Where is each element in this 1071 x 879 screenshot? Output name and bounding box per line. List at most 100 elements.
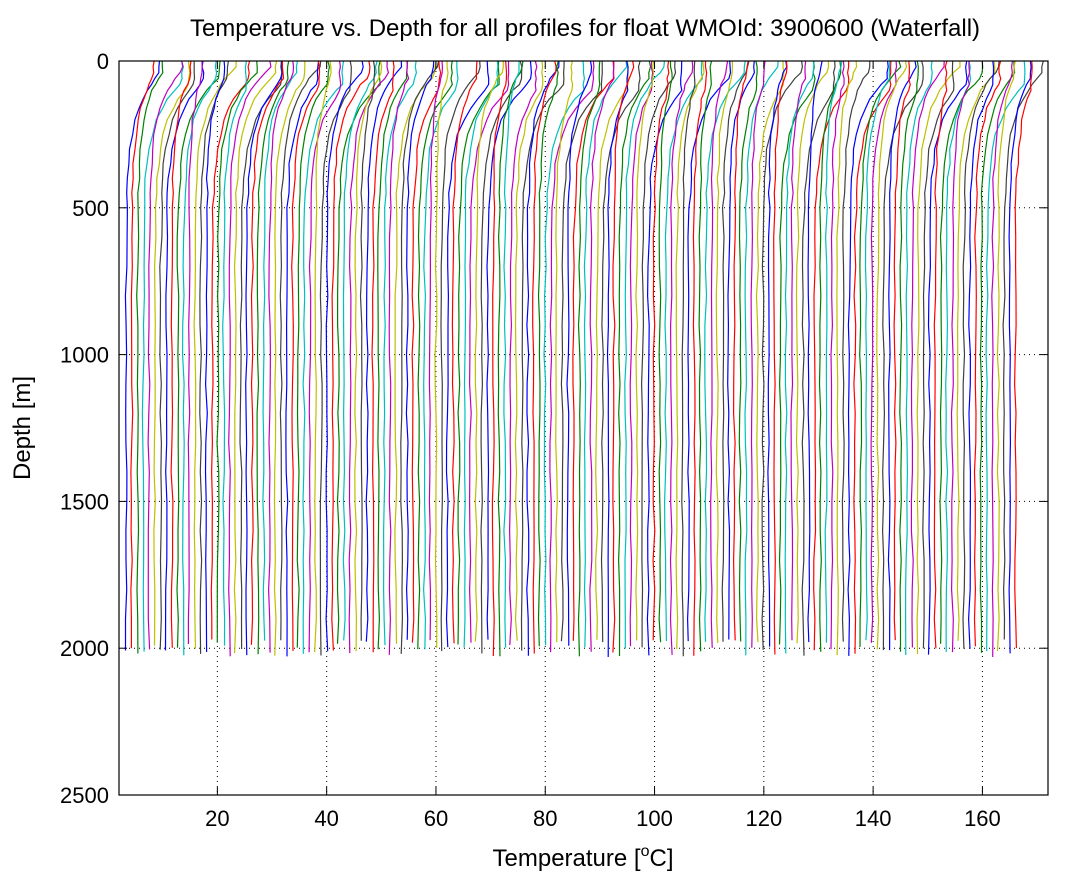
profile-line — [629, 60, 654, 647]
profile-line — [876, 60, 908, 650]
profile-line — [600, 60, 641, 643]
profile-line — [577, 60, 601, 657]
profile-line — [675, 60, 705, 650]
profile-line — [308, 60, 342, 653]
profile-line — [750, 60, 766, 648]
profile-line — [870, 60, 898, 643]
profile-line — [319, 60, 352, 656]
profile-line — [841, 60, 871, 642]
profile-line — [784, 60, 815, 654]
profile-line — [612, 60, 635, 653]
x-axis-label-superscript: o — [641, 843, 650, 860]
profile-line — [813, 60, 850, 651]
profile-line — [170, 60, 192, 648]
profile-line — [503, 60, 520, 648]
profile-line — [445, 60, 490, 648]
profile-line — [250, 61, 285, 645]
x-tick-label: 60 — [424, 806, 448, 831]
profile-line — [291, 60, 321, 652]
profile-line — [830, 60, 845, 650]
profile-line — [698, 60, 713, 652]
profile-line — [710, 60, 729, 648]
profile-line — [365, 60, 403, 642]
x-tick-label: 20 — [205, 806, 229, 831]
profile-line — [985, 60, 1026, 652]
y-tick-label: 1000 — [60, 343, 109, 368]
profile-line — [222, 60, 247, 646]
profile-line — [256, 60, 290, 655]
profile-line — [508, 60, 538, 646]
y-axis-label: Depth [m] — [9, 376, 36, 480]
profile-line — [159, 60, 196, 650]
profile-line — [520, 60, 565, 651]
profile-line — [893, 60, 911, 641]
plot-frame — [118, 60, 1049, 796]
profile-line — [606, 60, 629, 658]
profile-line — [147, 60, 184, 650]
profile-line — [400, 60, 440, 654]
profile-line — [795, 60, 830, 644]
profile-line — [273, 61, 306, 656]
profile-line — [417, 60, 453, 650]
profile-line — [927, 60, 968, 655]
profile-line — [537, 60, 559, 647]
profile-line — [204, 60, 226, 653]
profile-line — [922, 60, 955, 649]
x-axis-label: Temperature [oC] — [493, 843, 674, 872]
x-axis-ticks: 20 40 60 80 100 120 140 160 — [205, 61, 1001, 831]
profile-line — [686, 60, 732, 642]
profile-line — [549, 60, 595, 653]
profile-line — [193, 60, 237, 649]
profile-line — [773, 60, 788, 655]
profile-line — [962, 60, 1000, 649]
profile-line — [589, 61, 615, 652]
profile-line — [555, 60, 574, 643]
x-tick-label: 40 — [314, 806, 338, 831]
profile-line — [331, 60, 371, 651]
profile-line — [778, 60, 816, 645]
profile-line — [526, 60, 560, 656]
x-tick-label: 100 — [636, 806, 673, 831]
profile-line — [1013, 60, 1033, 649]
profile-line — [801, 60, 836, 656]
profile-line — [382, 60, 418, 646]
profile-line — [468, 61, 510, 643]
profile-line — [451, 60, 478, 644]
profile-line — [560, 61, 603, 642]
profile-line — [440, 60, 481, 652]
profile-line — [669, 60, 694, 655]
profile-line — [933, 60, 948, 649]
profile-line — [692, 61, 708, 656]
profile-lines — [124, 60, 1044, 658]
profile-line — [824, 60, 843, 643]
profile-line — [864, 61, 891, 641]
profile-line — [595, 60, 629, 640]
profile-line — [790, 60, 807, 641]
profile-line — [761, 60, 804, 650]
profile-line — [245, 60, 283, 656]
profile-line — [818, 60, 842, 652]
profile-line — [836, 60, 858, 656]
profile-line — [141, 60, 185, 652]
profile-line — [916, 60, 961, 655]
profile-line — [153, 60, 191, 646]
profile-line — [285, 60, 320, 657]
profile-line — [187, 60, 203, 644]
x-axis-label-main: Temperature [ — [493, 845, 641, 872]
profile-line — [899, 60, 919, 652]
profile-line — [732, 60, 749, 641]
profile-line — [956, 60, 996, 641]
profile-line — [1002, 60, 1044, 640]
profile-line — [491, 60, 508, 657]
profile-line — [314, 60, 332, 653]
y-axis-ticks: 0 500 1000 1500 2000 2500 — [60, 49, 1048, 808]
profile-line — [336, 60, 381, 644]
profile-line — [681, 60, 696, 657]
profile-line — [950, 60, 971, 653]
profile-line — [228, 60, 272, 657]
profile-line — [624, 60, 665, 649]
profile-line — [967, 60, 995, 649]
profile-line — [887, 60, 917, 651]
x-tick-label: 80 — [533, 806, 557, 831]
